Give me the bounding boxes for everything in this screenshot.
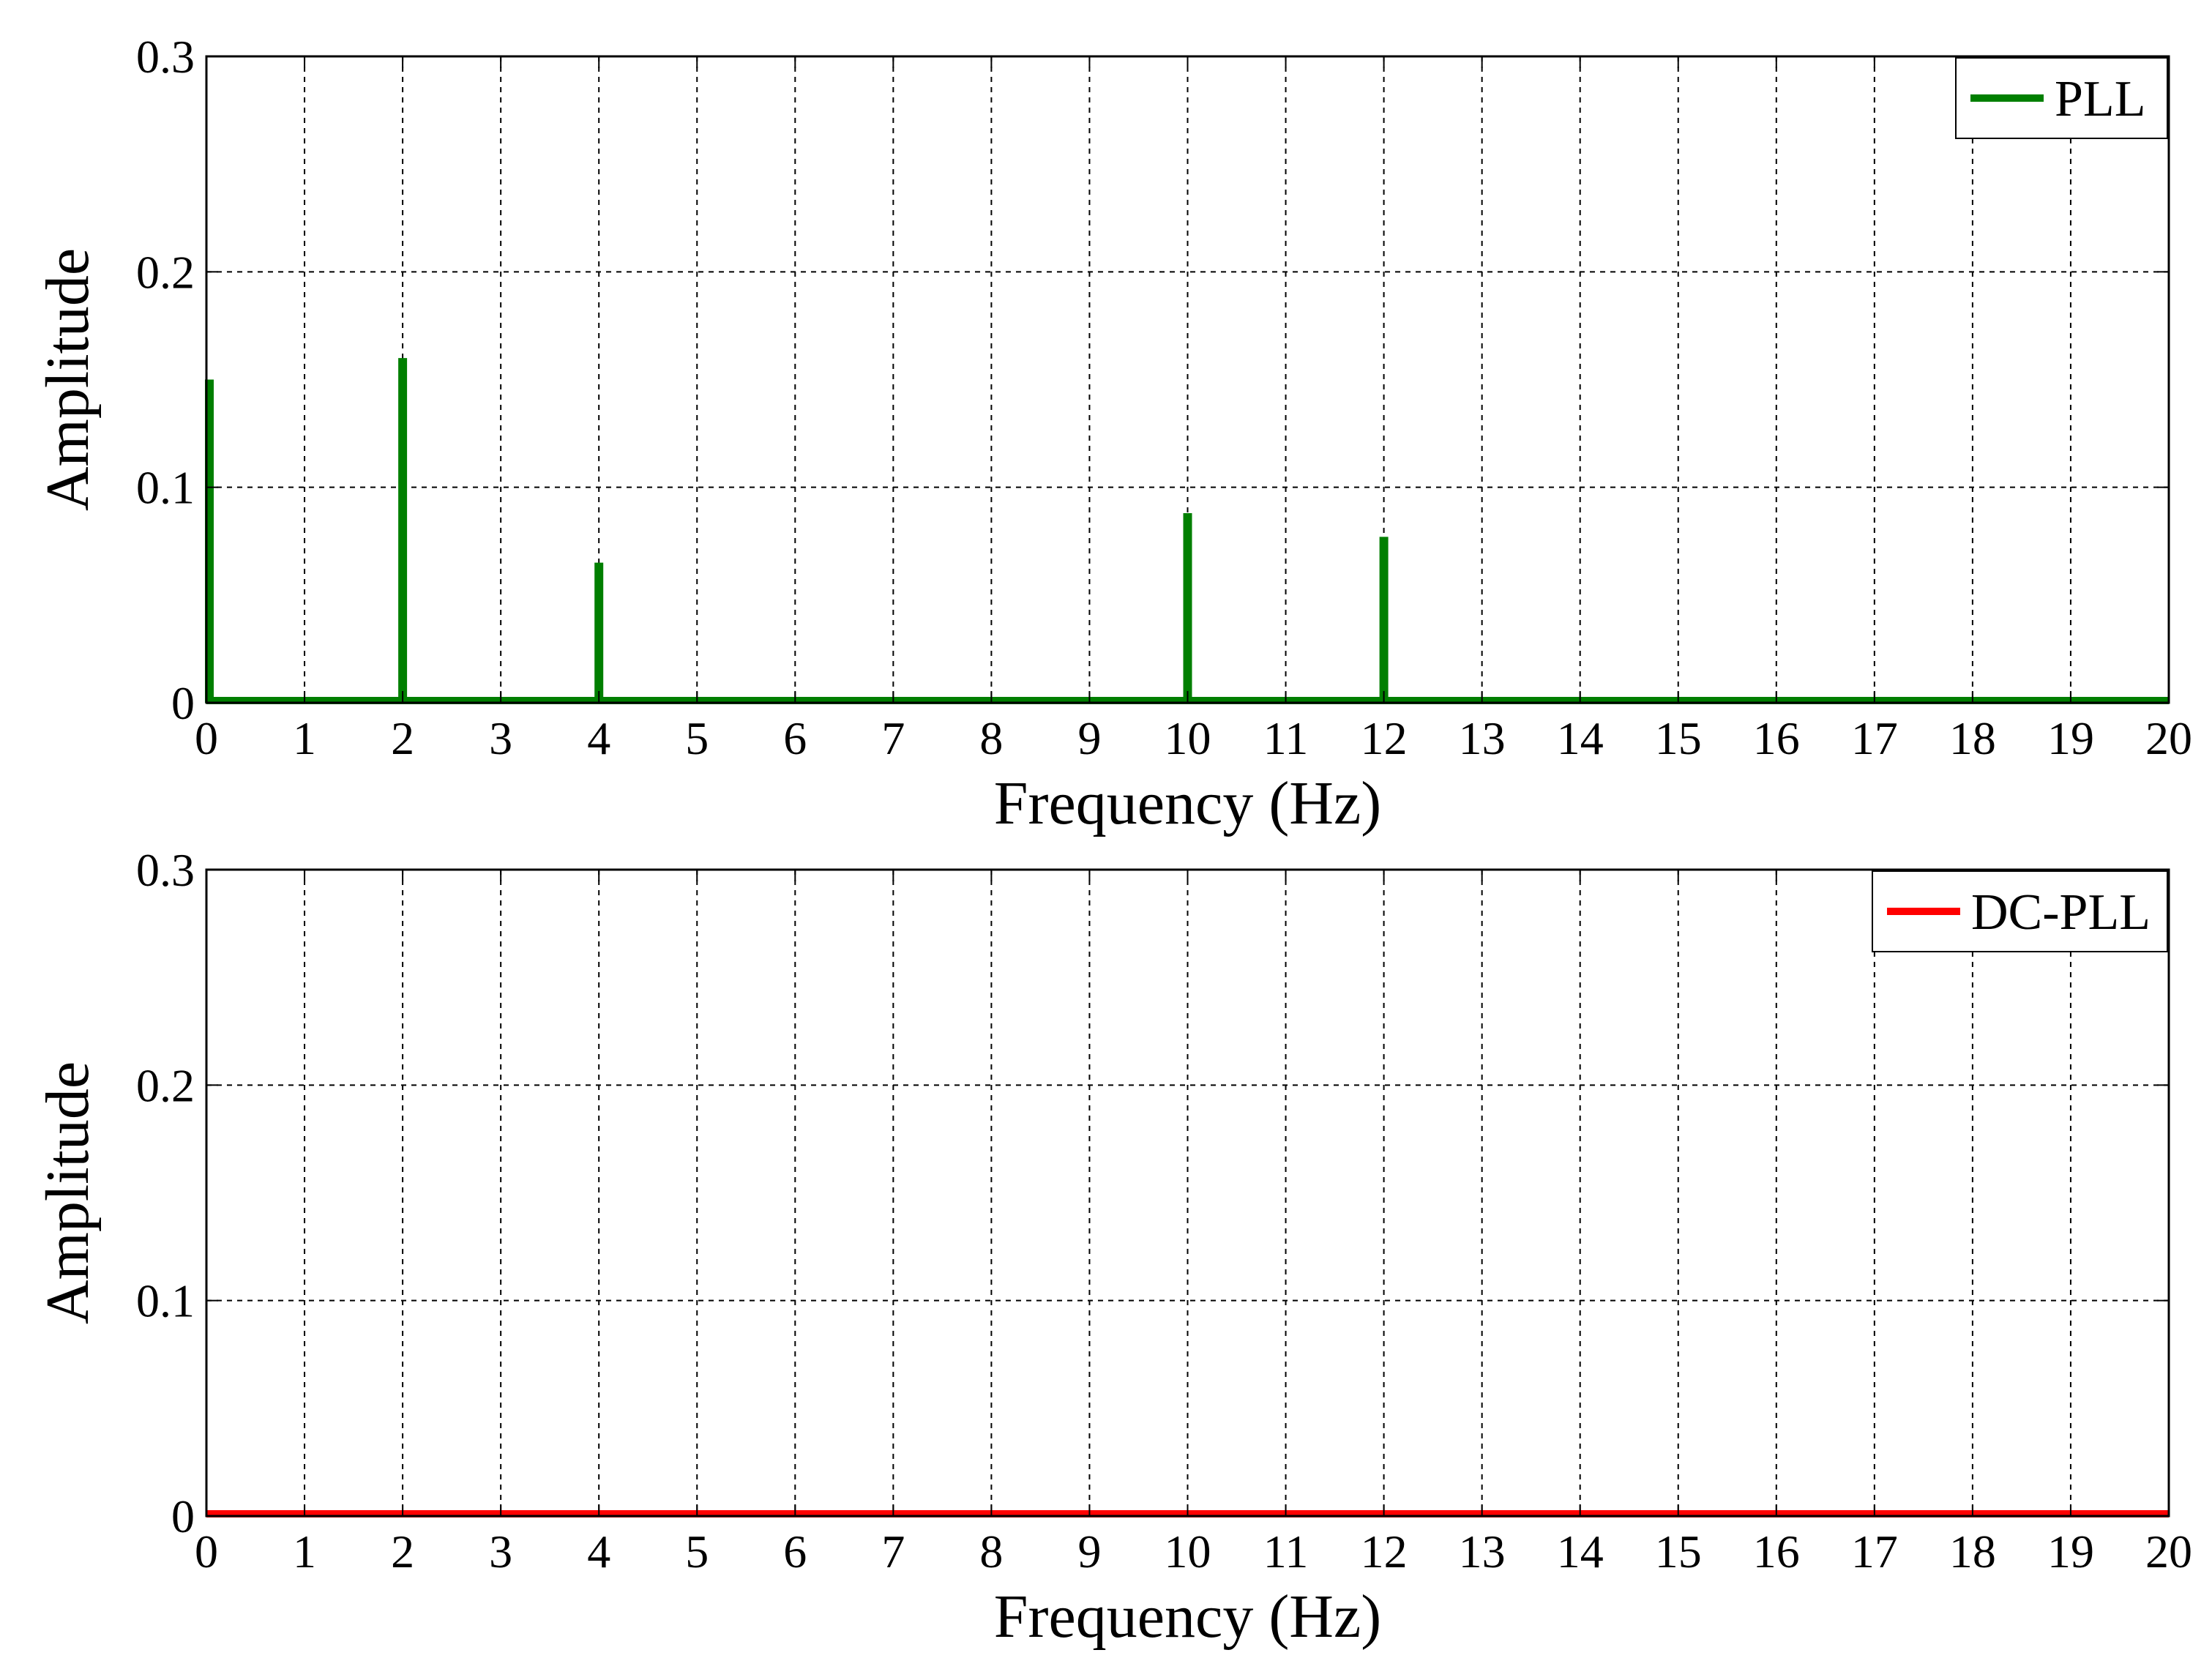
y-tick-label: 0.2 <box>136 1059 195 1111</box>
x-tick-label: 4 <box>587 712 610 764</box>
x-tick-label: 3 <box>489 712 512 764</box>
y-tick-label: 0.1 <box>136 462 195 514</box>
y-tick-label: 0.2 <box>136 246 195 298</box>
x-tick-label: 1 <box>293 1526 316 1578</box>
y-axis-label: Amplitude <box>34 248 102 511</box>
x-tick-label: 11 <box>1263 1526 1309 1578</box>
legend: PLL <box>1955 57 2168 139</box>
x-tick-label: 18 <box>1949 712 1996 764</box>
x-tick-label: 8 <box>979 712 1003 764</box>
x-tick-label: 9 <box>1077 712 1101 764</box>
x-tick-label: 20 <box>2145 712 2192 764</box>
y-tick-label: 0 <box>171 677 195 729</box>
x-tick-label: 0 <box>195 1526 218 1578</box>
x-tick-label: 10 <box>1165 1526 1211 1578</box>
x-tick-label: 0 <box>195 712 218 764</box>
x-tick-label: 19 <box>2047 1526 2094 1578</box>
x-tick-label: 9 <box>1077 1526 1101 1578</box>
y-axis-label: Amplitude <box>34 1061 102 1324</box>
y-tick-label: 0.3 <box>136 844 195 896</box>
x-tick-label: 7 <box>881 1526 905 1578</box>
x-tick-label: 6 <box>783 1526 807 1578</box>
x-tick-label: 2 <box>391 1526 414 1578</box>
x-tick-label: 5 <box>685 712 709 764</box>
legend: DC-PLL <box>1872 870 2168 952</box>
x-tick-label: 11 <box>1263 712 1309 764</box>
x-tick-label: 17 <box>1851 1526 1898 1578</box>
x-tick-label: 20 <box>2145 1526 2192 1578</box>
x-tick-label: 12 <box>1361 1526 1408 1578</box>
x-tick-label: 5 <box>685 1526 709 1578</box>
x-tick-label: 3 <box>489 1526 512 1578</box>
y-tick-label: 0.3 <box>136 31 195 83</box>
x-tick-label: 15 <box>1655 1526 1702 1578</box>
x-tick-label: 17 <box>1851 712 1898 764</box>
chart-panel-2: 0 1 2 3 4 5 6 7 8 9 10 11 12 13 14 15 16 17 18 19 2000.10.20… <box>34 844 2192 1651</box>
x-tick-label: 16 <box>1753 712 1800 764</box>
x-axis-label: Frequency (Hz) <box>994 769 1381 837</box>
x-axis-label: Frequency (Hz) <box>994 1583 1381 1651</box>
chart-panel-1: 0 1 2 3 4 5 6 7 8 9 10 11 12 13 14 15 16 17 18 19 2000.10.20… <box>34 31 2192 837</box>
x-tick-label: 1 <box>293 712 316 764</box>
legend-label: DC-PLL <box>1971 884 2151 941</box>
x-tick-label: 16 <box>1753 1526 1800 1578</box>
x-tick-label: 7 <box>881 712 905 764</box>
x-tick-label: 18 <box>1949 1526 1996 1578</box>
x-tick-label: 13 <box>1459 712 1506 764</box>
x-tick-label: 6 <box>783 712 807 764</box>
x-tick-label: 15 <box>1655 712 1702 764</box>
x-tick-label: 4 <box>587 1526 610 1578</box>
x-tick-label: 19 <box>2047 712 2094 764</box>
x-tick-label: 12 <box>1361 712 1408 764</box>
x-tick-label: 14 <box>1557 712 1604 764</box>
x-tick-label: 14 <box>1557 1526 1604 1578</box>
x-tick-label: 13 <box>1459 1526 1506 1578</box>
y-tick-label: 0.1 <box>136 1275 195 1327</box>
x-tick-label: 10 <box>1165 712 1211 764</box>
x-tick-label: 2 <box>391 712 414 764</box>
plot-area <box>206 870 2169 1516</box>
legend-label: PLL <box>2055 71 2145 127</box>
x-tick-label: 8 <box>979 1526 1003 1578</box>
y-tick-label: 0 <box>171 1490 195 1542</box>
